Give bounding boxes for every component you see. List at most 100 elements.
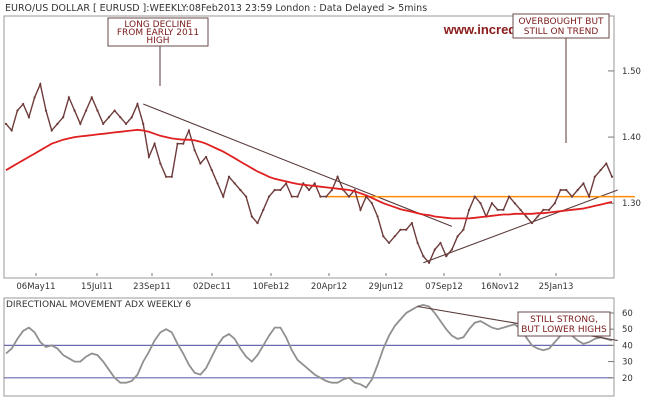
- x-tick-label: 16Nov12: [481, 282, 519, 292]
- price-point: [279, 188, 282, 192]
- price-point: [313, 182, 316, 185]
- price-point: [227, 175, 231, 178]
- x-tick-label: 06May11: [16, 282, 55, 292]
- price-point: [273, 188, 276, 192]
- price-point: [222, 195, 225, 198]
- price-point: [336, 175, 339, 178]
- price-panel: [3, 15, 615, 279]
- price-point: [582, 182, 585, 185]
- price-point: [193, 149, 196, 152]
- y-tick-label: 1.50: [622, 67, 641, 77]
- trendline: [143, 103, 453, 227]
- price-point: [576, 188, 579, 192]
- adx-reference-lines: [4, 344, 612, 379]
- annotation-long-decline-box: [107, 17, 209, 47]
- annotation-overbought: OVERBOUGHT BUT STILL ON TREND: [512, 13, 610, 143]
- price-point: [10, 129, 13, 132]
- price-point: [553, 202, 556, 205]
- price-point: [605, 162, 608, 165]
- price-point: [16, 109, 19, 112]
- price-point: [130, 116, 133, 119]
- price-point: [347, 195, 351, 198]
- annotation-still-strong-line-1: STILL STRONG,: [530, 315, 598, 325]
- price-series-group: [4, 81, 614, 265]
- price-point: [496, 208, 499, 211]
- price-point: [376, 215, 379, 218]
- trendline: [423, 189, 618, 264]
- x-tick-label: 23Sep11: [133, 282, 171, 292]
- adx-title: DIRECTIONAL MOVEMENT ADX WEEKLY 6: [6, 300, 191, 310]
- price-point: [124, 122, 128, 125]
- price-point: [427, 261, 431, 264]
- annotation-overbought-box: [512, 13, 610, 39]
- x-tick-label: 15Jul11: [81, 282, 113, 292]
- price-point: [525, 215, 528, 218]
- moving-average-line: [5, 128, 613, 220]
- y-tick-label: 1.30: [622, 199, 641, 209]
- price-point: [610, 175, 614, 178]
- adx-y-tick-label: 50: [622, 325, 633, 335]
- price-point: [445, 255, 448, 258]
- price-point: [170, 175, 173, 178]
- price-point: [490, 202, 494, 205]
- price-point: [39, 83, 42, 86]
- price-point: [107, 116, 111, 119]
- price-point: [216, 182, 219, 185]
- price-point: [22, 102, 25, 106]
- price-point: [176, 142, 179, 145]
- price-point: [325, 195, 328, 198]
- annotation-overbought-line-2: STILL ON TREND: [524, 27, 599, 37]
- adx-y-tick-label: 60: [622, 309, 633, 319]
- price-point: [410, 221, 414, 225]
- price-point: [502, 208, 505, 211]
- price-point: [319, 195, 322, 198]
- price-point: [147, 155, 151, 159]
- price-point: [565, 188, 568, 192]
- price-point: [456, 235, 459, 238]
- adx-panel: [3, 297, 615, 397]
- x-tick-label: 29Jun12: [369, 282, 404, 292]
- price-point: [44, 109, 48, 112]
- price-point: [245, 195, 248, 198]
- adx-series-group: [5, 303, 613, 389]
- price-point: [153, 142, 156, 145]
- x-tick-label: 07Sep12: [425, 282, 463, 292]
- price-point: [187, 129, 191, 132]
- price-point: [290, 195, 293, 198]
- price-point: [164, 175, 168, 178]
- price-point: [233, 182, 236, 185]
- price-point: [182, 142, 185, 145]
- price-point: [416, 241, 419, 245]
- price-point: [159, 162, 162, 165]
- price-point: [439, 241, 442, 245]
- price-point: [56, 122, 59, 125]
- price-point: [119, 116, 122, 119]
- x-tick-label: 25Jan13: [539, 282, 574, 292]
- price-point: [113, 109, 116, 112]
- price-point: [33, 96, 36, 99]
- price-point: [142, 122, 145, 125]
- price-point: [67, 96, 70, 99]
- price-point: [473, 195, 476, 198]
- y-tick-labels: 1.50 1.40 1.30: [622, 67, 641, 209]
- annotation-long-decline-line-3: HIGH: [146, 36, 169, 46]
- price-point: [422, 255, 425, 258]
- price-point: [593, 175, 596, 178]
- price-point: [267, 195, 271, 198]
- price-point: [4, 122, 8, 125]
- price-point: [519, 208, 522, 211]
- x-tick-label: 02Dec11: [193, 282, 231, 292]
- price-overlays: [143, 103, 635, 264]
- price-point: [73, 109, 76, 112]
- chart-title: EURO/US DOLLAR [ EURUSD ]:WEEKLY:08Feb20…: [5, 3, 427, 14]
- annotation-still-strong-box: [517, 311, 611, 337]
- price-point: [599, 169, 602, 172]
- price-point: [262, 208, 265, 211]
- price-point: [296, 195, 299, 198]
- price-point: [256, 221, 259, 225]
- price-point: [210, 169, 213, 172]
- x-tick-label: 10Feb12: [253, 282, 290, 292]
- price-point: [479, 202, 482, 205]
- price-point: [90, 96, 93, 99]
